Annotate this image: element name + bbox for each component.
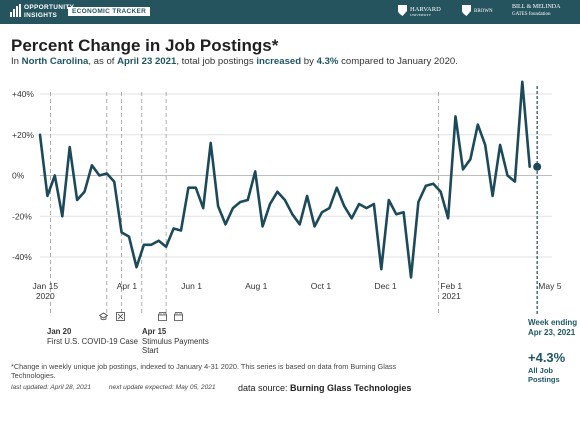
brown-logo[interactable]: BROWN [474,9,493,14]
subtitle-date[interactable]: April 23 2021 [117,56,177,67]
gates-line2: GATES foundation [512,12,551,17]
data-source-label: data source: [238,383,288,393]
subtitle-suffix: compared to January 2020. [338,56,458,67]
x-tick-sublabel: 2020 [36,291,55,301]
subtitle-mid2: , total job postings [176,56,257,67]
economic-tracker-badge[interactable]: ECONOMIC TRACKER [68,7,151,16]
x-tick-label: Oct 1 [311,281,332,291]
y-tick-label: -40% [12,252,32,262]
summary-series-label: All Job Postings [528,366,568,384]
x-tick-label: Dec 1 [374,281,396,291]
brown-shield-icon [462,5,471,16]
logo-line1: OPPORTUNITY [24,4,75,11]
data-source-name[interactable]: Burning Glass Technologies [290,383,412,393]
annotation-apr15-text2: Start [142,346,159,355]
x-tick-sublabel: 2021 [442,291,461,301]
x-tick-label: Aug 1 [245,281,267,291]
y-tick-label: -20% [12,211,32,221]
next-update: next update expected: May 05, 2021 [108,384,216,391]
school-icon[interactable] [99,312,108,321]
annotation-jan20: Jan 20 First U.S. COVID-19 Case [47,327,138,346]
x-tick-label: Jun 1 [181,281,202,291]
harvard-logo[interactable]: HARVARD UNIVERSITY [410,6,441,17]
gates-line1: BILL & MELINDA [512,4,561,10]
y-tick-label: +40% [12,89,34,99]
endpoint-marker[interactable] [533,162,542,171]
subtitle-prefix: In [11,56,22,67]
week-ending-label: Week ending Apr 23, 2021 [528,318,577,338]
store-icon[interactable] [158,312,167,321]
series-line[interactable] [38,80,531,279]
summary-value: +4.3% [528,350,566,365]
harvard-text: HARVARD [410,6,441,13]
store-reopen-icon[interactable] [174,312,183,321]
harvard-sub-text: UNIVERSITY [410,13,431,17]
logo-line2: INSIGHTS [24,11,58,19]
summary-series-line2: Postings [528,375,560,384]
week-ending-date: Apr 23, 2021 [528,328,576,337]
subtitle-state[interactable]: North Carolina [21,56,89,67]
business-closed-icon[interactable] [116,312,125,321]
annotation-jan20-title: Jan 20 [47,327,72,336]
page-title: Percent Change in Job Postings* [11,36,279,55]
data-source: data source: Burning Glass Technologies [238,383,411,393]
x-tick-label: May 5 [538,281,561,291]
annotation-apr15-title: Apr 15 [142,327,167,336]
page-subtitle: In North Carolina, as of April 23 2021, … [11,56,458,67]
subtitle-value: 4.3% [316,56,339,67]
annotation-apr15-text1: Stimulus Payments [142,336,209,346]
update-info: last updated: April 28, 2021 next update… [11,384,232,391]
subtitle-direction: increased [256,56,302,67]
annotation-jan20-text: First U.S. COVID-19 Case [47,336,138,346]
y-tick-label: 0% [12,171,25,181]
header-bar: OPPORTUNITY INSIGHTS ECONOMIC TRACKER HA… [0,0,580,24]
week-ending-text: Week ending [528,318,578,327]
harvard-shield-icon [398,5,407,16]
footnote: *Change in weekly unique job postings, i… [11,362,397,380]
gates-logo[interactable]: BILL & MELINDA GATES foundation [512,4,560,18]
subtitle-mid1: , as of [88,56,118,67]
last-updated: last updated: April 28, 2021 [11,384,92,391]
summary-series-line1: All Job [528,366,554,375]
subtitle-mid3: by [301,56,317,67]
opportunity-logo-icon [10,4,21,17]
y-tick-label: +20% [12,130,34,140]
x-tick-label: Apr 1 [117,281,138,291]
x-tick-label: Jan 15 [33,281,59,291]
x-tick-label: Feb 1 [440,281,462,291]
annotation-apr15: Apr 15 Stimulus Payments Start [142,327,209,356]
